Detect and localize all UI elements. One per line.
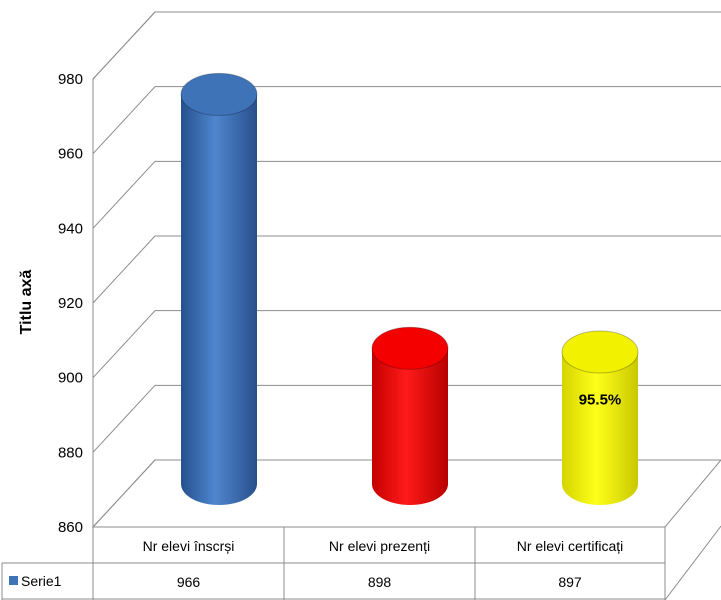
y-tick-label: 940 [58,220,83,237]
y-tick-label: 860 [58,519,83,536]
bars: 95.5% [180,72,639,506]
data-table: Nr elevi înscrși 966 Nr elevi prezenți 898 N… [1,525,721,600]
table-value: 898 [368,574,392,590]
gridline [92,384,721,453]
bar-top [371,326,449,370]
chart-walls [91,11,721,528]
left-wall [92,11,156,527]
y-tick-label: 960 [58,146,83,163]
bar-1 [371,326,449,505]
category-label: Nr elevi certificați [517,538,624,554]
gridline [92,11,721,80]
y-axis-title: Titlu axă [18,270,35,335]
floor [91,459,721,528]
table-value: 966 [177,574,201,590]
y-tick-label: 980 [58,71,83,88]
table-line [664,525,721,600]
legend-key [9,576,18,585]
table-value: 897 [558,574,582,590]
y-axis-labels: 860 880 900 920 940 960 980 [58,71,83,536]
category-label: Nr elevi înscrși [143,538,235,554]
gridline [92,235,721,304]
y-tick-label: 900 [58,370,83,387]
y-tick-label: 880 [58,444,83,461]
gridline [92,310,721,379]
bar-top [561,330,639,374]
bar-top [180,72,258,116]
gridline [92,160,721,229]
category-label: Nr elevi prezenți [329,538,430,554]
bar-body [181,94,257,506]
bar-2: 95.5% [561,330,639,505]
gridline [92,86,721,155]
y-tick-label: 920 [58,295,83,312]
data-label: 95.5% [579,392,622,409]
series-name: Serie1 [21,573,62,589]
bar-0 [180,72,258,506]
bar-body [562,352,638,505]
bar-body [372,348,448,505]
